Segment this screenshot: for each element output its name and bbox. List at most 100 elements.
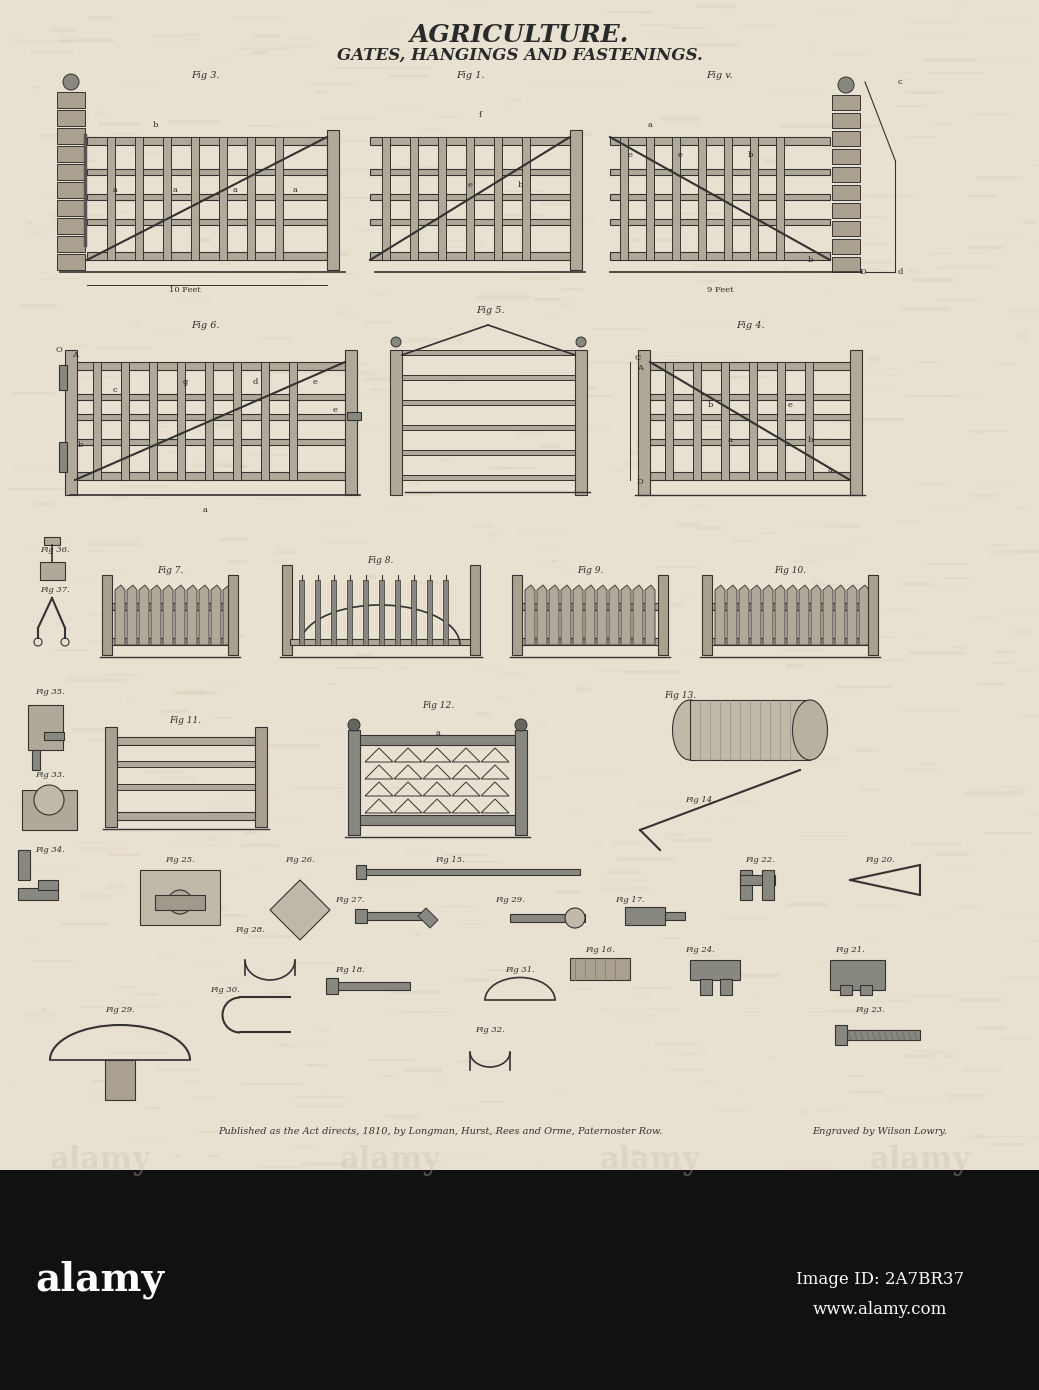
- Bar: [943, 1055, 957, 1056]
- Bar: [830, 421, 851, 424]
- Bar: [184, 1080, 198, 1084]
- Text: b: b: [153, 121, 158, 129]
- Bar: [338, 311, 350, 316]
- Bar: [928, 252, 952, 254]
- Bar: [90, 641, 128, 644]
- Bar: [186, 275, 221, 278]
- Text: a: a: [647, 121, 652, 129]
- Bar: [723, 1383, 762, 1386]
- Bar: [934, 299, 982, 302]
- Bar: [123, 485, 168, 488]
- Text: a: a: [172, 186, 178, 195]
- Bar: [570, 988, 592, 990]
- Bar: [166, 1355, 213, 1358]
- Text: alamy: alamy: [600, 1144, 700, 1176]
- Bar: [208, 1154, 218, 1158]
- Bar: [453, 977, 510, 981]
- Bar: [903, 307, 950, 310]
- Bar: [1012, 631, 1032, 634]
- Bar: [787, 664, 802, 669]
- Bar: [1034, 1305, 1039, 1309]
- Bar: [722, 375, 774, 377]
- Bar: [459, 923, 486, 926]
- Bar: [245, 1286, 260, 1289]
- Polygon shape: [609, 585, 619, 645]
- Bar: [409, 482, 420, 485]
- Bar: [593, 1188, 619, 1191]
- Text: e: e: [677, 152, 683, 158]
- Bar: [14, 464, 28, 467]
- Bar: [70, 168, 96, 171]
- Bar: [174, 1154, 181, 1156]
- Bar: [500, 1359, 520, 1364]
- Bar: [514, 431, 543, 434]
- Bar: [267, 991, 289, 994]
- Bar: [380, 1076, 396, 1077]
- Polygon shape: [859, 585, 869, 645]
- Bar: [935, 1226, 992, 1229]
- Bar: [661, 937, 681, 938]
- Bar: [144, 770, 184, 773]
- Bar: [279, 279, 301, 281]
- Bar: [87, 220, 327, 225]
- Bar: [355, 909, 367, 923]
- Bar: [881, 374, 891, 377]
- Bar: [561, 217, 594, 220]
- Bar: [613, 841, 642, 845]
- Bar: [140, 870, 220, 924]
- Bar: [161, 1273, 192, 1275]
- Bar: [1023, 220, 1035, 224]
- Bar: [37, 966, 57, 969]
- Bar: [198, 1131, 222, 1133]
- Bar: [744, 1012, 761, 1013]
- Bar: [469, 1131, 521, 1136]
- Bar: [0, 1170, 1039, 1390]
- Text: Image ID: 2A7BR37: Image ID: 2A7BR37: [796, 1272, 964, 1289]
- Bar: [767, 617, 805, 620]
- Text: 10 Feet: 10 Feet: [169, 286, 201, 295]
- Bar: [270, 373, 329, 374]
- Bar: [87, 170, 327, 175]
- Polygon shape: [811, 585, 821, 645]
- Bar: [184, 424, 235, 427]
- Bar: [318, 520, 352, 523]
- Ellipse shape: [672, 701, 708, 760]
- Bar: [8, 488, 62, 491]
- Bar: [670, 840, 714, 841]
- Bar: [832, 95, 860, 110]
- Text: Fig 28.: Fig 28.: [235, 926, 265, 934]
- Bar: [100, 1354, 140, 1357]
- Bar: [348, 730, 359, 835]
- Bar: [777, 361, 785, 480]
- Bar: [806, 758, 840, 760]
- Bar: [776, 727, 784, 731]
- Bar: [370, 170, 570, 175]
- Bar: [329, 197, 384, 199]
- Bar: [596, 841, 603, 844]
- Bar: [854, 196, 910, 197]
- Bar: [540, 203, 576, 206]
- Text: D: D: [859, 268, 867, 277]
- Bar: [307, 1063, 327, 1068]
- Bar: [1029, 940, 1039, 942]
- Bar: [735, 541, 756, 542]
- Bar: [160, 710, 189, 713]
- Bar: [38, 880, 58, 890]
- Bar: [220, 466, 248, 467]
- Bar: [261, 361, 269, 480]
- Bar: [275, 550, 297, 553]
- Bar: [170, 256, 212, 257]
- Bar: [676, 524, 701, 527]
- Bar: [551, 1329, 609, 1332]
- Bar: [956, 905, 980, 909]
- Bar: [288, 38, 311, 39]
- Text: Fig 11.: Fig 11.: [169, 716, 202, 724]
- Bar: [702, 575, 712, 655]
- Text: Fig 25.: Fig 25.: [165, 856, 195, 865]
- Bar: [926, 562, 967, 564]
- Bar: [212, 915, 245, 917]
- Bar: [59, 366, 66, 391]
- Bar: [403, 493, 433, 496]
- Bar: [806, 475, 822, 478]
- Bar: [976, 1137, 1014, 1138]
